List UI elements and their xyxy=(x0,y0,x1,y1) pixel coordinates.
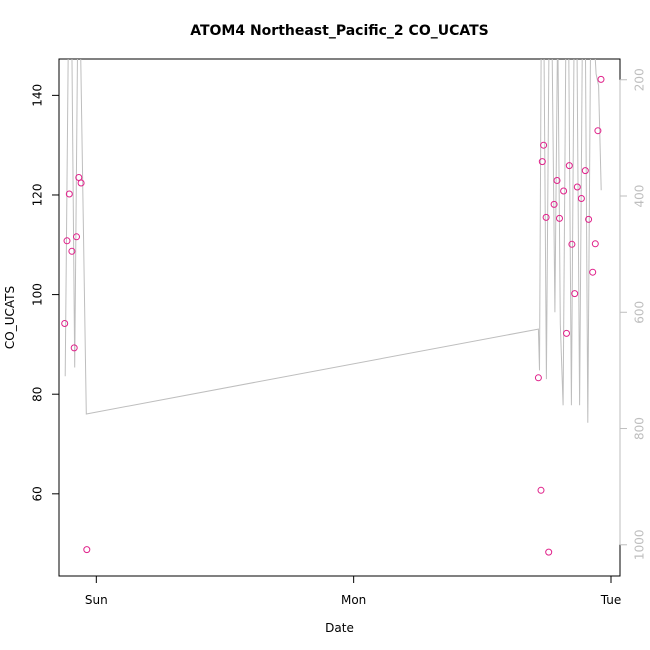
y2-tick-label: 600 xyxy=(633,301,647,324)
data-point xyxy=(573,183,581,191)
series-line xyxy=(64,59,602,423)
data-point xyxy=(589,268,597,276)
data-point xyxy=(63,237,71,245)
data-point xyxy=(594,127,602,135)
data-point xyxy=(542,213,550,221)
data-point xyxy=(538,158,546,166)
data-point xyxy=(565,162,573,170)
x-axis-label: Date xyxy=(325,621,354,635)
data-point xyxy=(65,190,73,198)
plot-frame xyxy=(58,58,621,577)
chart-title: ATOM4 Northeast_Pacific_2 CO_UCATS xyxy=(190,23,489,39)
data-point xyxy=(553,177,561,184)
series-layer xyxy=(61,59,605,556)
data-point xyxy=(556,214,563,222)
data-point xyxy=(534,374,542,382)
data-point xyxy=(568,240,576,248)
data-point xyxy=(70,344,78,352)
data-point xyxy=(563,329,570,337)
y-tick-label: 80 xyxy=(31,387,45,402)
y2-tick-label: 400 xyxy=(633,185,647,208)
data-point xyxy=(61,320,69,327)
data-point xyxy=(585,215,593,223)
x-tick-label: Mon xyxy=(341,593,366,607)
y2-tick-label: 800 xyxy=(633,417,647,440)
data-point xyxy=(83,546,91,554)
y-tick-label: 140 xyxy=(31,84,45,107)
y2-tick-label: 200 xyxy=(633,68,647,91)
data-point xyxy=(571,290,579,298)
data-point xyxy=(537,486,545,494)
x-tick-label: Tue xyxy=(600,593,622,607)
y2-tick-label: 1000 xyxy=(633,530,647,561)
data-point xyxy=(597,75,605,83)
y-tick-label: 120 xyxy=(31,184,45,207)
data-point xyxy=(550,200,558,208)
x-tick-label: Sun xyxy=(85,593,108,607)
data-point xyxy=(540,141,548,149)
data-point xyxy=(581,167,589,175)
y-axis-label: CO_UCATS xyxy=(3,286,17,349)
data-point xyxy=(77,179,85,187)
y-tick-label: 60 xyxy=(31,486,45,501)
data-point xyxy=(68,247,76,255)
data-point xyxy=(545,548,553,556)
data-point xyxy=(577,195,585,202)
data-point xyxy=(591,240,599,248)
axes-layer: Sun Mon Tue 60 80 100 120 140 200 400 600 800 1000 xyxy=(31,68,647,607)
data-point xyxy=(560,187,568,195)
data-point xyxy=(73,233,80,241)
y-tick-label: 100 xyxy=(31,283,45,306)
